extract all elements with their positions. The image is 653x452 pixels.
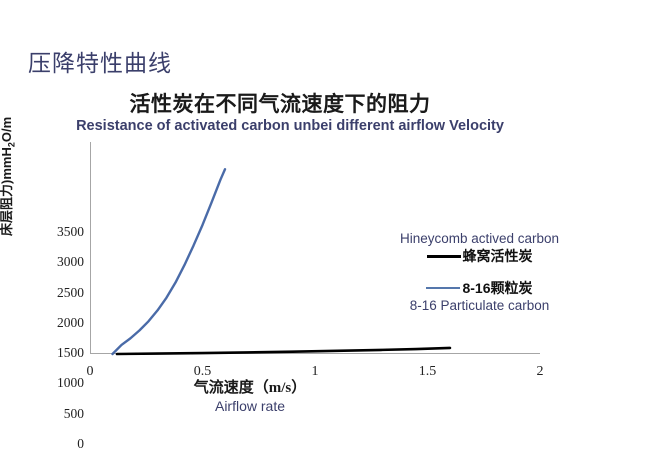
x-tick-label: 1 xyxy=(311,364,319,379)
y-tick-label: 1000 xyxy=(57,375,84,391)
legend-swatch-blue-line xyxy=(426,287,461,289)
x-axis-title-en: Airflow rate xyxy=(214,398,286,414)
y-axis-title: 床层阻力)mmH2O/m xyxy=(0,117,17,236)
y-axis-title-main: 床层阻力)mmH xyxy=(0,147,14,236)
y-tick-label: 0 xyxy=(77,436,84,451)
chart-legend: Hineycomb actived carbon 蜂窝活性炭 8-16颗粒炭 8… xyxy=(372,230,587,314)
chart-title: 活性炭在不同气流速度下的阻力 xyxy=(129,92,431,116)
legend-item-1: 8-16颗粒炭 xyxy=(372,279,587,297)
y-tick-label: 1500 xyxy=(57,345,84,361)
x-tick-label: 0 xyxy=(86,364,94,379)
chart-container: 活性炭在不同气流速度下的阻力 Resistance of activated c… xyxy=(0,88,653,451)
legend-swatch-black-line xyxy=(426,254,461,258)
page-title: 压降特性曲线 xyxy=(28,50,172,76)
y-axis-title-tail: O/m xyxy=(0,116,14,143)
plot-area: 0 0.5 1 1.5 2 xyxy=(87,142,544,379)
y-axis-title-subscript: 2 xyxy=(6,142,17,148)
y-tick-label: 500 xyxy=(63,405,84,421)
chart-subtitle: Resistance of activated carbon unbei dif… xyxy=(76,118,504,134)
y-tick-label: 2000 xyxy=(57,314,84,330)
x-tick-label: 2 xyxy=(536,364,544,379)
x-tick-label: 1.5 xyxy=(418,364,437,379)
legend-item-1-label-en: 8-16 Particulate carbon xyxy=(409,298,550,313)
y-tick-label: 2500 xyxy=(57,284,84,300)
series-lines xyxy=(111,168,452,356)
legend-item-0-label-en: Hineycomb actived carbon xyxy=(399,231,560,246)
y-tick-label: 3000 xyxy=(57,254,84,270)
x-axis-line xyxy=(90,353,540,354)
legend-spacer xyxy=(372,265,587,279)
series-line-particulate xyxy=(111,168,227,356)
y-axis-line xyxy=(90,142,91,354)
x-tick-label: 0.5 xyxy=(193,364,212,379)
series-line-honeycomb xyxy=(115,346,452,356)
legend-item-0-label-cn: 蜂窝活性炭 xyxy=(462,248,533,264)
legend-item-0: 蜂窝活性炭 xyxy=(372,247,587,265)
x-axis-title: 气流速度（m/s） xyxy=(193,380,307,396)
y-tick-label: 3500 xyxy=(57,224,84,239)
legend-item-1-label-cn: 8-16颗粒炭 xyxy=(462,280,533,296)
